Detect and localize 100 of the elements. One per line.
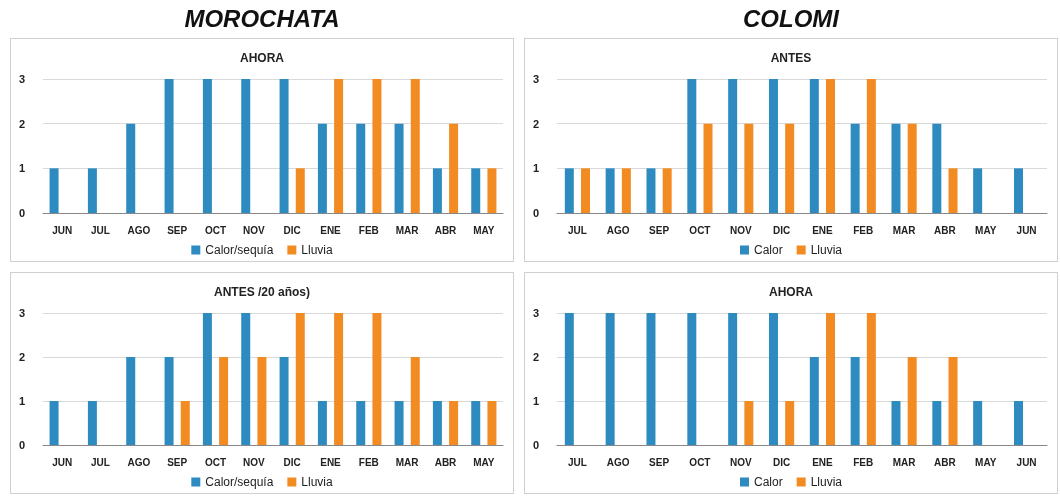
bar [605,313,615,445]
x-tick-label: MAR [395,224,420,236]
bar [1013,401,1023,445]
y-tick-label: 1 [532,162,539,175]
x-tick-label: ABR [434,456,458,468]
bar [850,123,860,213]
bar [785,401,795,445]
x-tick-label: FEB [853,224,874,236]
bar [826,79,836,213]
legend-label: Calor/sequía [205,475,274,489]
bar [164,357,174,445]
legend-label: Lluvia [301,475,334,489]
x-tick-label: JUL [567,456,587,468]
bar [621,168,631,213]
y-tick-label: 0 [18,439,25,451]
bar [372,79,382,213]
x-tick-label: AGO [127,456,151,468]
text: MOROCHATA [183,4,341,34]
y-tick-label: 3 [532,73,539,85]
bar [687,79,697,213]
bar [449,401,459,445]
bar [826,313,836,445]
legend-label: Lluvia [810,475,843,489]
bar [866,313,876,445]
bar [1013,168,1023,213]
x-tick-label: JUN [52,224,73,236]
bar [317,401,327,445]
x-tick-label: AGO [127,224,151,236]
bar [932,123,942,213]
x-tick-label: AGO [606,224,630,236]
chart-title: ANTES /20 años) [213,285,311,299]
legend-label: Calor/sequía [205,243,274,257]
x-tick-label: OCT [204,224,227,236]
x-tick-label: JUL [91,224,110,236]
bar [850,357,860,445]
bar [605,168,615,213]
bar [932,401,942,445]
bar [564,168,574,213]
legend-label: Lluvia [301,243,334,257]
x-tick-label: OCT [204,456,227,468]
bar [87,168,97,213]
x-tick-label: SEP [649,224,670,236]
bar [410,79,420,213]
x-tick-label: NOV [729,224,752,236]
bar [809,357,819,445]
bar [948,357,958,445]
x-tick-label: MAY [473,456,495,468]
y-tick-label: 0 [18,207,25,219]
y-tick-label: 3 [532,307,539,319]
x-tick-label: AGO [606,456,630,468]
y-tick-label: 0 [532,207,539,219]
bar [785,123,795,213]
y-tick-label: 2 [532,117,539,130]
bar [891,123,901,213]
x-tick-label: FEB [358,456,379,468]
bar [126,123,136,213]
bar [241,313,251,445]
bar [662,168,672,213]
x-tick-label: ENE [812,456,834,468]
bar [372,313,382,445]
bar [948,168,958,213]
bar [202,313,212,445]
bar [973,401,983,445]
x-tick-label: MAR [892,224,917,236]
x-tick-label: OCT [689,224,711,236]
bar [564,313,574,445]
x-tick-label: NOV [243,224,265,236]
x-tick-label: DIC [772,456,791,468]
bar [471,168,481,213]
x-tick-label: NOV [243,456,265,468]
y-tick-label: 3 [18,307,25,319]
bar [279,357,289,445]
bar [295,313,305,445]
bar [334,313,344,445]
x-tick-label: ABR [934,224,957,236]
bar [728,79,738,213]
x-tick-label: OCT [689,456,711,468]
x-tick-label: SEP [167,456,188,468]
bar [432,401,442,445]
bar [581,168,591,213]
bar [432,168,442,213]
bar [487,168,497,213]
bar [646,313,656,445]
x-tick-label: ABR [434,224,458,236]
bar [891,401,901,445]
y-tick-label: 2 [18,351,25,363]
bar [241,79,251,213]
x-tick-label: DIC [772,224,791,236]
bar [257,357,267,445]
bar [907,357,917,445]
x-tick-label: FEB [853,456,874,468]
bar [219,357,229,445]
bar [907,123,917,213]
chart-title: AHORA [240,51,285,65]
chart-title: ANTES [770,51,812,65]
bar [126,357,136,445]
bar [809,79,819,213]
x-tick-label: SEP [167,224,188,236]
legend-label: Calor [753,243,783,257]
bar [49,401,59,445]
